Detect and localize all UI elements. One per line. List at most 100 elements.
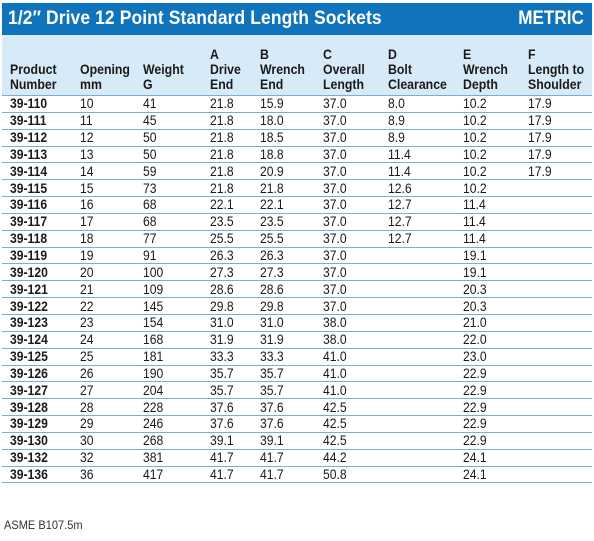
cell-value: 37.6 — [210, 416, 234, 432]
cell-product-number: 39-111 — [2, 111, 72, 130]
cell-value — [528, 400, 531, 415]
cell-value — [528, 467, 531, 482]
cell-value: 37.0 — [323, 298, 347, 314]
cell-value: 31.0 — [210, 315, 234, 331]
cell-value — [528, 214, 531, 229]
cell-length-to-shoulder — [520, 297, 592, 315]
cell-value: 32 — [80, 450, 94, 466]
column-header-line: Depth — [463, 76, 498, 92]
cell-bolt-clearance: 8.9 — [380, 111, 455, 130]
cell-value: 41.7 — [210, 450, 234, 466]
cell-opening: 23 — [72, 313, 135, 332]
cell-wrench-end: 22.1 — [252, 196, 315, 214]
cell-bolt-clearance — [380, 415, 455, 433]
cell-wrench-end: 39.1 — [252, 431, 315, 450]
cell-product-number: 39-132 — [2, 448, 72, 467]
cell-value: 39-113 — [10, 146, 48, 162]
column-header-line: Wrench — [463, 61, 508, 77]
column-header-line: Length to — [528, 61, 585, 77]
column-header-line: B — [260, 46, 269, 62]
cell-length-to-shoulder — [520, 347, 592, 365]
cell-drive-end: 29.8 — [202, 297, 252, 315]
column-header-line: Drive — [210, 61, 241, 77]
cell-value: 24 — [80, 332, 94, 348]
cell-value — [528, 416, 531, 431]
cell-wrench-end: 41.7 — [252, 465, 315, 484]
cell-value: 21 — [80, 281, 94, 297]
cell-value: 31.9 — [210, 332, 234, 348]
cell-length-to-shoulder: 17.9 — [520, 111, 592, 130]
cell-wrench-end: 29.8 — [252, 297, 315, 315]
cell-opening: 16 — [72, 196, 135, 214]
cell-opening: 29 — [72, 415, 135, 433]
cell-drive-end: 35.7 — [202, 381, 252, 399]
cell-value: 8.9 — [388, 113, 405, 129]
cell-drive-end: 39.1 — [202, 431, 252, 450]
cell-length-to-shoulder — [520, 263, 592, 281]
cell-value: 268 — [143, 433, 164, 449]
cell-wrench-end: 20.9 — [252, 162, 315, 180]
cell-drive-end: 37.6 — [202, 398, 252, 416]
cell-value: 41.0 — [323, 349, 347, 365]
cell-opening: 28 — [72, 398, 135, 416]
cell-overall-length: 37.0 — [315, 111, 380, 130]
cell-weight: 246 — [135, 415, 202, 433]
cell-opening: 20 — [72, 263, 135, 281]
cell-weight: 41 — [135, 95, 202, 113]
cell-value — [388, 383, 391, 398]
cell-bolt-clearance — [380, 297, 455, 315]
cell-length-to-shoulder — [520, 246, 592, 264]
cell-value: 39.1 — [260, 433, 284, 449]
cell-length-to-shoulder — [520, 415, 592, 433]
cell-value: 168 — [143, 332, 164, 348]
table-row: 39-118 18 77 25.5 25.5 37.0 12.7 11.4 — [2, 229, 592, 248]
cell-value — [388, 400, 391, 415]
cell-value — [388, 282, 391, 297]
cell-value: 77 — [143, 231, 157, 247]
cell-value — [528, 450, 531, 465]
cell-value: 39-123 — [10, 315, 48, 331]
cell-value: 41.7 — [260, 466, 284, 482]
cell-value: 21.8 — [210, 113, 234, 129]
table-row: 39-129 29 246 37.6 37.6 42.5 22.9 — [2, 415, 592, 433]
cell-value: 18.8 — [260, 146, 284, 162]
cell-value: 12.7 — [388, 214, 412, 230]
cell-length-to-shoulder — [520, 313, 592, 332]
cell-value: 22.1 — [260, 197, 284, 213]
column-header-line: A — [210, 46, 219, 62]
cell-length-to-shoulder — [520, 330, 592, 349]
cell-drive-end: 31.0 — [202, 313, 252, 332]
cell-value: 17.9 — [528, 146, 552, 162]
column-header-weight: Weight G — [135, 35, 202, 96]
column-header-line — [80, 47, 128, 62]
cell-value: 22 — [80, 298, 94, 314]
cell-drive-end: 31.9 — [202, 330, 252, 349]
cell-bolt-clearance — [380, 246, 455, 264]
cell-product-number: 39-116 — [2, 196, 72, 214]
cell-wrench-depth: 10.2 — [455, 179, 520, 197]
cell-value: 39-124 — [10, 332, 48, 348]
cell-value: 16 — [80, 197, 94, 213]
cell-bolt-clearance — [380, 280, 455, 298]
cell-wrench-depth: 22.9 — [455, 381, 520, 399]
column-header-line: Product — [10, 61, 57, 77]
cell-product-number: 39-114 — [2, 162, 72, 180]
table-body: 39-110 10 41 21.8 15.9 37.0 8.0 10.2 17.9 39-111 1… — [2, 95, 592, 484]
cell-overall-length: 37.0 — [315, 246, 380, 264]
table-row: 39-120 20 100 27.3 27.3 37.0 19.1 — [2, 263, 592, 281]
cell-value: 41.7 — [260, 450, 284, 466]
cell-opening: 30 — [72, 431, 135, 450]
cell-value: 19.1 — [463, 264, 487, 280]
cell-value: 37.6 — [260, 416, 284, 432]
cell-value — [528, 349, 531, 364]
cell-wrench-depth: 20.3 — [455, 297, 520, 315]
cell-value: 37.0 — [323, 264, 347, 280]
cell-value: 37.6 — [210, 399, 234, 415]
cell-value — [528, 265, 531, 280]
table-row: 39-126 26 190 35.7 35.7 41.0 22.9 — [2, 364, 592, 382]
cell-weight: 109 — [135, 280, 202, 298]
cell-length-to-shoulder: 17.9 — [520, 95, 592, 113]
cell-opening: 10 — [72, 95, 135, 113]
cell-value — [388, 265, 391, 280]
cell-value: 42.5 — [323, 416, 347, 432]
